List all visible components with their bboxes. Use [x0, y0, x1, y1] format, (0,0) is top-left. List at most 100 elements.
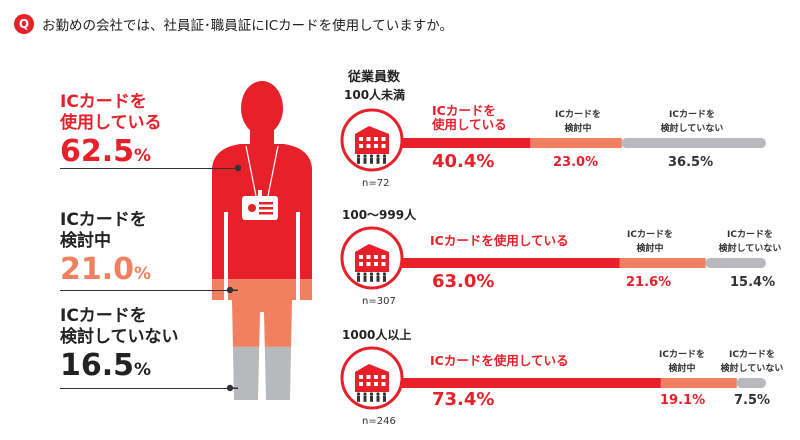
building-window [374, 375, 378, 379]
bar-segment-row2-not-using [705, 258, 766, 268]
bar-segment-row2-considering [619, 258, 706, 268]
id-badge-photo [248, 204, 256, 212]
person-body [363, 275, 367, 282]
building-window [359, 144, 363, 148]
person-dot [356, 272, 361, 276]
person-segment-use [212, 81, 312, 280]
person-dot [363, 154, 367, 158]
person-body [357, 395, 360, 402]
building-window [366, 375, 371, 379]
bar-segment-row3-considering [660, 378, 737, 388]
building-window [374, 382, 378, 386]
building-window [359, 375, 363, 379]
question-badge: Q [14, 14, 34, 34]
row2-not-using-label-line2: 検討していない [718, 244, 782, 254]
building-window [359, 255, 363, 259]
row3-considering-label-line1: ICカードを [659, 350, 705, 360]
row3-use-label: ICカードを使用している [430, 354, 568, 368]
row2-use-label: ICカードを使用している [430, 234, 568, 248]
building-shape [355, 244, 389, 272]
person-body [383, 157, 386, 164]
category-not-using-unit: % [134, 360, 152, 380]
person-dot [363, 392, 367, 396]
category-considering-label-1: ICカードを [60, 210, 147, 230]
category-not-using-value: 16.5% [60, 348, 179, 388]
building-window [366, 382, 371, 386]
person-dot [376, 392, 380, 396]
bar-segment-row3-use [370, 378, 662, 388]
person-body [383, 395, 386, 402]
id-badge-line [259, 207, 273, 210]
category-considering-number: 21.0 [60, 252, 135, 287]
row1-considering-value: 23.0% [553, 155, 599, 170]
category-not-using-rule [60, 388, 238, 389]
person-dot [382, 392, 387, 396]
person-figure [212, 81, 312, 400]
person-body [357, 157, 360, 164]
building-window [359, 382, 363, 386]
person-body [363, 395, 367, 402]
row1-considering-label-line2: 検討中 [564, 124, 592, 134]
row3-not-using-value: 7.5% [734, 393, 771, 408]
building-window [381, 144, 386, 148]
row2-not-using-label-line1: ICカードを [727, 230, 773, 240]
category-not-using-label-1: ICカードを [60, 306, 147, 326]
person-dot [382, 154, 387, 158]
category-considering: ICカードを 検討中 21.0% [60, 210, 151, 292]
building-shape [355, 126, 389, 154]
row3-not-using-label-line2: 検討していない [720, 364, 784, 374]
category-not-using-label-2: 検討していない [60, 327, 179, 347]
category-use: ICカードを 使用している 62.5% [60, 92, 162, 174]
row2-use-label-line1: ICカードを使用している [430, 233, 569, 248]
person-body [357, 275, 360, 282]
size-label-small: 100人未満 [344, 88, 406, 102]
row3-not-using-label: ICカードを 検討していない [716, 348, 788, 376]
row3-considering-label: ICカードを 検討中 [652, 348, 712, 376]
id-badge-line [259, 202, 273, 205]
row1-use-label-line1: ICカードを [432, 103, 496, 118]
row1-considering-label-line1: ICカードを [555, 110, 601, 120]
building-window [381, 375, 386, 379]
row2-use-value: 63.0% [432, 271, 495, 292]
person-dot [356, 392, 361, 396]
building-window [359, 137, 363, 141]
row2-not-using-label: ICカードを 検討していない [710, 228, 790, 256]
n-label-medium: n=307 [362, 296, 396, 307]
person-body [376, 157, 380, 164]
row1-use-value: 40.4% [432, 151, 495, 172]
building-window [374, 144, 378, 148]
person-dot [382, 272, 387, 276]
person-body [383, 275, 386, 282]
building-icon-3 [340, 346, 404, 410]
row3-use-value: 73.4% [432, 389, 495, 410]
person-dot [369, 272, 374, 276]
building-shape [355, 364, 389, 392]
row1-not-using-value: 36.5% [668, 155, 714, 170]
category-not-using: ICカードを 検討していない 16.5% [60, 306, 179, 388]
person-body [370, 157, 373, 164]
building-window [381, 382, 386, 386]
question-row: Q お勤めの会社では、社員証･職員証にICカードを使用していますか。 [14, 14, 453, 34]
building-window [374, 137, 378, 141]
bar-segment-row1-use [370, 138, 531, 148]
size-label-large: 1000人以上 [342, 328, 412, 342]
n-label-large: n=246 [362, 416, 396, 427]
person-body [370, 395, 373, 402]
row3-considering-label-line2: 検討中 [668, 364, 696, 374]
row2-considering-label-line1: ICカードを [627, 230, 673, 240]
stacked-bars [370, 138, 766, 388]
person-body [376, 395, 380, 402]
id-badge-clip [258, 190, 262, 198]
lanyard-strap [245, 145, 279, 197]
size-label-medium: 100〜999人 [342, 208, 417, 222]
category-considering-rule [60, 290, 238, 291]
row3-use-label-line1: ICカードを使用している [430, 353, 569, 368]
category-considering-label-2: 検討中 [60, 231, 111, 251]
building-window [366, 137, 371, 141]
category-use-rule [60, 168, 238, 169]
category-considering-unit: % [134, 264, 152, 284]
person-dot [369, 392, 374, 396]
person-body [376, 275, 380, 282]
row1-not-using-label: ICカードを 検討していない [652, 108, 732, 136]
